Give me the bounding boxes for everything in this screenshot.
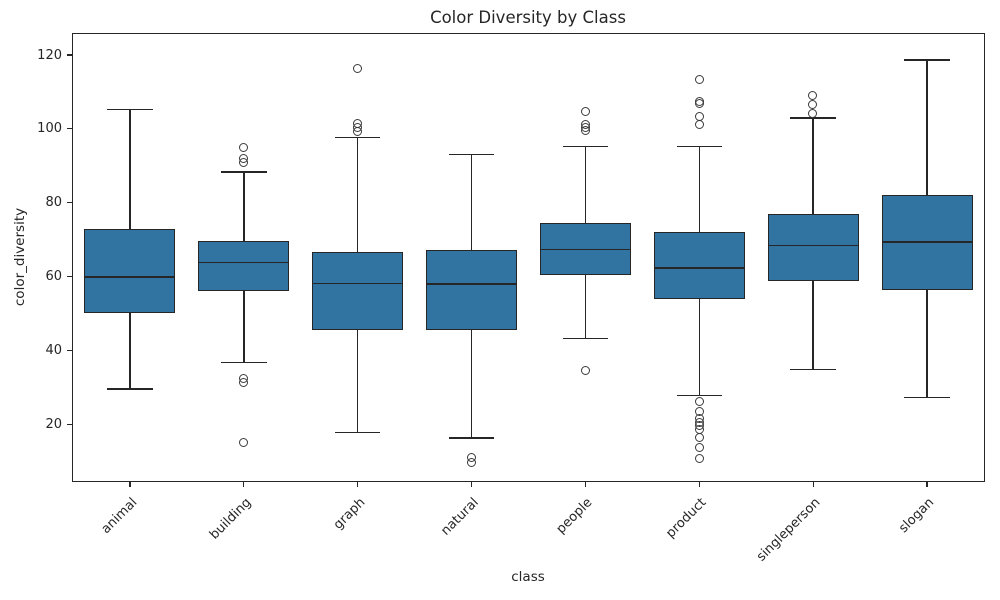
- whisker-upper-graph: [356, 137, 359, 253]
- whisker-upper-building: [243, 172, 245, 241]
- x-tick-mark-singleperson: [812, 482, 814, 487]
- y-tick-mark-40: [67, 349, 72, 351]
- whisker-cap-low-graph: [334, 431, 381, 434]
- y-tick-mark-120: [67, 54, 72, 56]
- box-building: [198, 240, 290, 291]
- y-tick-label-40: 40: [45, 342, 62, 358]
- outlier-point-singleperson-2: [808, 108, 818, 118]
- outlier-point-people-3: [580, 125, 590, 135]
- median-graph: [312, 282, 404, 285]
- whisker-cap-low-animal: [107, 388, 153, 390]
- whisker-lower-building: [243, 290, 245, 363]
- whisker-cap-high-people: [562, 145, 609, 148]
- whisker-upper-animal: [129, 109, 131, 229]
- whisker-lower-animal: [129, 313, 131, 390]
- outlier-point-singleperson-0: [808, 91, 818, 101]
- median-singleperson: [767, 244, 859, 247]
- y-tick-label-100: 100: [37, 121, 62, 137]
- x-tick-mark-slogan: [926, 482, 928, 487]
- x-tick-label-natural: natural: [438, 495, 482, 539]
- box-graph: [312, 252, 404, 330]
- outlier-point-graph-0: [352, 63, 362, 73]
- outlier-point-product-4: [694, 120, 704, 129]
- y-tick-label-80: 80: [45, 195, 62, 211]
- x-tick-mark-people: [584, 482, 587, 487]
- whisker-cap-high-building: [221, 171, 267, 173]
- whisker-cap-high-animal: [107, 108, 153, 111]
- y-axis-label: color_diversity: [12, 207, 28, 307]
- outlier-point-people-0: [580, 107, 590, 117]
- y-tick-label-120: 120: [37, 47, 62, 63]
- whisker-cap-low-building: [221, 361, 267, 364]
- whisker-cap-low-natural: [448, 437, 495, 439]
- whisker-cap-high-natural: [448, 153, 495, 156]
- whisker-cap-high-slogan: [904, 59, 950, 61]
- whisker-lower-slogan: [926, 290, 928, 398]
- x-tick-label-graph: graph: [330, 495, 368, 533]
- x-tick-label-animal: animal: [98, 495, 141, 537]
- whisker-upper-singleperson: [812, 118, 814, 215]
- box-animal: [84, 228, 176, 314]
- median-product: [653, 266, 745, 269]
- median-people: [539, 248, 631, 251]
- outlier-point-building-0: [239, 142, 248, 152]
- outlier-point-product-11: [694, 432, 704, 442]
- y-tick-label-20: 20: [45, 416, 62, 432]
- median-building: [198, 261, 290, 264]
- whisker-upper-product: [698, 146, 701, 232]
- y-tick-mark-60: [67, 275, 72, 278]
- outlier-point-graph-3: [352, 127, 362, 137]
- whisker-lower-product: [698, 299, 701, 396]
- plot-area: [72, 33, 985, 482]
- whisker-cap-low-slogan: [904, 396, 950, 399]
- x-tick-mark-animal: [129, 482, 131, 487]
- x-tick-mark-graph: [357, 482, 359, 487]
- whisker-upper-natural: [470, 154, 473, 251]
- whisker-cap-low-product: [676, 394, 723, 397]
- outlier-point-product-5: [694, 397, 704, 407]
- outlier-point-building-2: [239, 158, 248, 168]
- x-tick-label-singleperson: singleperson: [754, 495, 824, 565]
- outlier-point-product-0: [694, 75, 704, 85]
- outlier-point-product-2: [694, 99, 704, 109]
- x-tick-label-people: people: [553, 495, 596, 537]
- box-natural: [426, 250, 518, 331]
- whisker-lower-natural: [470, 330, 473, 439]
- y-tick-mark-80: [67, 202, 72, 204]
- y-tick-label-60: 60: [45, 269, 62, 284]
- whisker-lower-graph: [356, 329, 359, 433]
- whisker-lower-singleperson: [812, 280, 814, 370]
- outlier-point-product-13: [694, 454, 704, 464]
- whisker-cap-low-people: [562, 337, 609, 340]
- outlier-point-building-4: [239, 378, 248, 388]
- whisker-upper-slogan: [926, 59, 928, 195]
- median-slogan: [881, 240, 973, 243]
- x-tick-label-slogan: slogan: [896, 495, 938, 537]
- box-singleperson: [767, 214, 859, 281]
- whisker-cap-low-singleperson: [790, 368, 836, 371]
- y-tick-mark-20: [67, 423, 72, 425]
- chart-title: Color Diversity by Class: [430, 8, 626, 27]
- whisker-upper-people: [584, 146, 587, 224]
- whisker-cap-high-product: [676, 145, 723, 148]
- x-tick-mark-building: [243, 482, 245, 487]
- whisker-lower-people: [584, 275, 587, 339]
- x-tick-label-product: product: [663, 495, 710, 542]
- x-tick-label-building: building: [206, 495, 255, 543]
- outlier-point-people-4: [580, 365, 590, 375]
- outlier-point-natural-1: [466, 458, 476, 468]
- whisker-cap-high-singleperson: [790, 117, 836, 119]
- x-axis-label: class: [511, 569, 545, 585]
- box-product: [653, 231, 745, 300]
- median-natural: [426, 282, 518, 285]
- median-animal: [84, 275, 176, 278]
- x-tick-mark-natural: [470, 482, 473, 487]
- outlier-point-product-12: [694, 442, 704, 452]
- y-tick-mark-100: [67, 128, 72, 130]
- x-tick-mark-product: [698, 482, 700, 487]
- outlier-point-building-5: [239, 438, 248, 448]
- whisker-cap-high-graph: [334, 136, 381, 139]
